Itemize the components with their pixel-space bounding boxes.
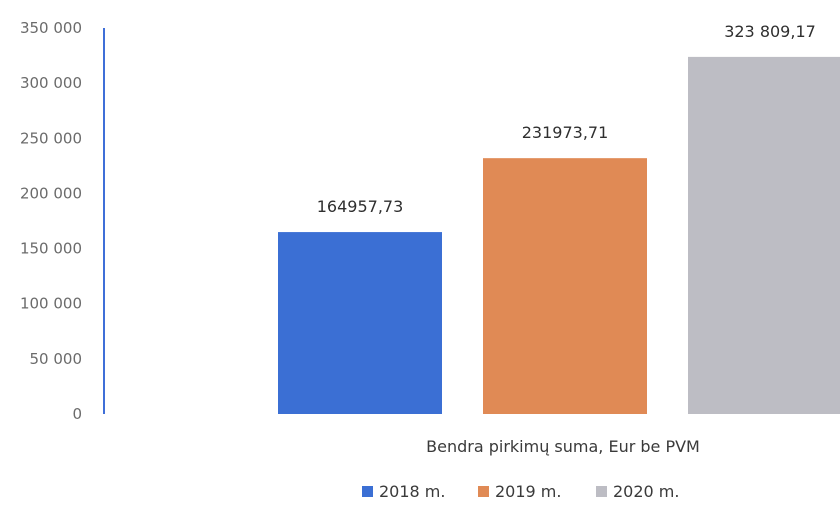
legend-label: 2020 m. [613,482,679,501]
bar-2020m [688,56,840,415]
y-tick-label: 300 000 [20,74,82,92]
y-tick-label: 250 000 [20,129,82,147]
legend-swatch [362,486,373,497]
data-label: 164957,73 [317,197,404,216]
data-labels: 164957,73 231973,71 323 809,17 [317,22,816,216]
bar-2018m [278,232,442,414]
legend-label: 2019 m. [495,482,561,501]
bars [278,56,840,415]
y-tick-label: 150 000 [20,240,82,258]
legend-label: 2018 m. [379,482,445,501]
y-tick-label: 100 000 [20,295,82,313]
x-category-label: Bendra pirkimų suma, Eur be PVM [426,437,700,456]
bar-2019m [483,158,647,414]
y-axis: 0 50 000 100 000 150 000 200 000 250 000 300 0… [20,19,105,423]
legend: 2018 m. 2019 m. 2020 m. [362,482,679,501]
data-label: 231973,71 [522,123,609,142]
y-tick-label: 0 [72,405,82,423]
legend-swatch [478,486,489,497]
y-tick-label: 50 000 [30,350,83,368]
y-tick-label: 200 000 [20,184,82,202]
legend-swatch [596,486,607,497]
y-tick-label: 350 000 [20,19,82,37]
data-label: 323 809,17 [724,22,816,41]
